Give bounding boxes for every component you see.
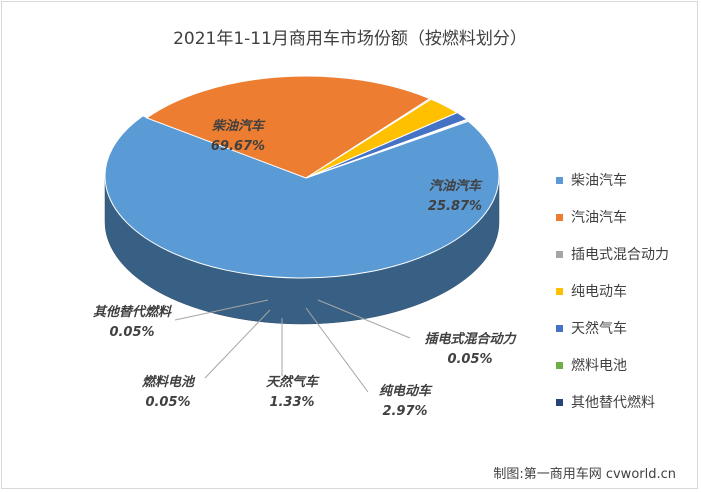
legend-swatch-1 (556, 177, 563, 184)
slice-4-label-value: 2.97% (382, 404, 427, 419)
pie-slices (104, 75, 500, 279)
slice-7-label-value: 0.05% (109, 325, 154, 340)
slice-1-label-name: 柴油汽车 (211, 118, 266, 134)
data-labels: 柴油汽车 69.67% 汽油汽车 25.87% 插电式混合动力 0.05% 纯电动车 2.97… (93, 118, 518, 419)
slice-1-label-value: 69.67% (211, 139, 265, 154)
slice-5-label-value: 1.33% (269, 395, 314, 410)
credit-text: 制图:第一商用车网 cvworld.cn (493, 466, 676, 482)
slice-2 (145, 75, 431, 179)
chart-title: 2021年1-11月商用车市场份额（按燃料划分） (173, 29, 527, 49)
leader-lines (174, 299, 411, 393)
legend-swatch-4 (556, 288, 563, 295)
slice-4-label-name: 纯电动车 (379, 383, 433, 399)
slice-7-label-name: 其他替代燃料 (93, 304, 172, 320)
slice-1 (104, 115, 500, 279)
slice-3-leader (317, 299, 411, 339)
legend-label-6: 燃料电池 (571, 357, 627, 374)
slice-6-leader (204, 309, 271, 379)
legend-swatch-3 (556, 251, 563, 258)
legend-label-5: 天然气车 (571, 320, 627, 337)
legend-swatch-7 (556, 399, 563, 406)
legend-swatch-2 (556, 214, 563, 221)
legend-label-3: 插电式混合动力 (571, 247, 669, 263)
legend-swatch-5 (556, 325, 563, 332)
slice-2-label-value: 25.87% (428, 199, 482, 214)
slice-6-label-name: 燃料电池 (141, 374, 196, 390)
slice-2-label-name: 汽油汽车 (429, 178, 483, 194)
slice-3-label-name: 插电式混合动力 (424, 331, 517, 347)
legend-label-2: 汽油汽车 (571, 209, 627, 226)
legend-label-4: 纯电动车 (571, 283, 627, 300)
legend-swatch-6 (556, 362, 563, 369)
slice-3-label-value: 0.05% (447, 352, 492, 367)
slice-4-leader (305, 307, 369, 393)
slice-7-leader (174, 299, 269, 321)
slice-6-label-value: 0.05% (145, 395, 190, 410)
legend-label-7: 其他替代燃料 (571, 394, 655, 411)
legend-label-1: 柴油汽车 (571, 172, 627, 189)
slice-5-label-name: 天然气车 (266, 374, 320, 390)
slice-7 (305, 119, 471, 179)
